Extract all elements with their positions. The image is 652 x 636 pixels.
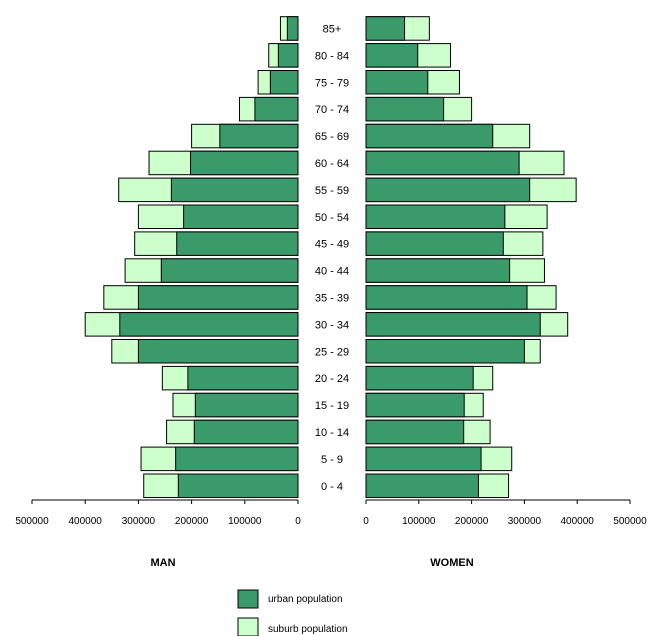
man-x-tick-label: 100000 — [228, 516, 262, 527]
age-label-70-74: 70 - 74 — [315, 104, 349, 116]
man-urban-bar-70-74 — [254, 96, 299, 122]
women-urban-bar-70-74 — [365, 96, 445, 122]
age-label-50-54: 50 - 54 — [315, 212, 349, 224]
man-urban-bar-10-14 — [193, 419, 299, 445]
man-urban-bar-20-24 — [187, 365, 299, 391]
age-label-75-79: 75 - 79 — [315, 77, 349, 89]
man-urban-bar-40-44 — [160, 258, 299, 283]
women-urban-bar-5-9 — [365, 446, 482, 472]
man-urban-bar-75-79 — [269, 70, 299, 95]
women-x-tick-label: 200000 — [455, 516, 489, 527]
women-urban-bar-25-29 — [365, 339, 525, 364]
man-urban-bar-45-49 — [176, 231, 299, 256]
legend-label-suburb: suburb population — [268, 624, 348, 635]
men-panel-title: MAN — [150, 557, 175, 569]
women-urban-bar-30-34 — [365, 312, 541, 337]
women-x-tick-label: 100000 — [402, 516, 436, 527]
women-x-tick-label: 0 — [363, 516, 369, 527]
women-urban-bar-55-59 — [365, 177, 531, 203]
age-label-0-4: 0 - 4 — [321, 481, 343, 493]
women-x-tick-label: 500000 — [613, 516, 647, 527]
age-label-55-59: 55 - 59 — [315, 185, 349, 197]
women-urban-bar-35-39 — [365, 285, 528, 310]
age-label-15-19: 15 - 19 — [315, 400, 349, 412]
women-urban-bar-50-54 — [365, 204, 506, 229]
age-label-30-34: 30 - 34 — [315, 319, 349, 331]
age-label-85: 85+ — [323, 23, 342, 35]
man-urban-bar-0-4 — [177, 473, 299, 498]
women-urban-bar-10-14 — [365, 419, 465, 445]
man-urban-bar-25-29 — [137, 339, 299, 364]
women-panel: 0 100000 200000 300000 400000 500000 — [363, 16, 647, 527]
age-label-60-64: 60 - 64 — [315, 158, 349, 170]
legend-label-urban: urban population — [268, 594, 343, 605]
age-group-labels: 0 - 4 5 - 9 10 - 14 15 - 19 20 - 24 25 - 29 30… — [315, 23, 349, 492]
man-urban-bar-55-59 — [170, 177, 299, 203]
women-panel-title: WOMEN — [430, 557, 473, 569]
women-urban-bar-45-49 — [365, 231, 504, 256]
women-urban-bar-65-69 — [365, 123, 494, 149]
age-label-80-84: 80 - 84 — [315, 50, 349, 62]
age-label-10-14: 10 - 14 — [315, 427, 349, 439]
man-urban-bar-5-9 — [175, 446, 299, 472]
age-label-20-24: 20 - 24 — [315, 373, 349, 385]
man-urban-bar-30-34 — [119, 312, 299, 337]
women-urban-bar-40-44 — [365, 258, 511, 283]
man-urban-bar-65-69 — [219, 123, 299, 149]
man-x-tick-label: 500000 — [15, 516, 49, 527]
legend-swatch-suburb — [237, 617, 259, 636]
age-label-40-44: 40 - 44 — [315, 266, 349, 278]
legend: urban population suburb population — [237, 589, 348, 636]
women-urban-bar-15-19 — [365, 392, 465, 418]
man-urban-bar-60-64 — [190, 150, 299, 176]
women-urban-bar-75-79 — [365, 70, 429, 95]
women-urban-bar-80-84 — [365, 43, 419, 68]
man-x-tick-label: 300000 — [122, 516, 156, 527]
man-x-tick-label: 200000 — [175, 516, 209, 527]
man-x-tick-label: 0 — [295, 516, 301, 527]
age-label-5-9: 5 - 9 — [321, 454, 343, 466]
women-x-tick-label: 400000 — [561, 516, 595, 527]
age-label-25-29: 25 - 29 — [315, 346, 349, 358]
women-urban-bar-85 — [365, 16, 406, 41]
age-label-35-39: 35 - 39 — [315, 292, 349, 304]
women-urban-bar-0-4 — [365, 473, 479, 498]
man-urban-bar-85 — [286, 16, 299, 41]
legend-swatch-urban — [237, 589, 259, 609]
age-label-65-69: 65 - 69 — [315, 131, 349, 143]
women-urban-bar-20-24 — [365, 365, 474, 391]
man-urban-bar-80-84 — [277, 43, 299, 68]
men-panel: 500000 400000 300000 200000 100000 0 — [15, 16, 301, 527]
man-urban-bar-15-19 — [194, 392, 299, 418]
man-urban-bar-35-39 — [137, 285, 299, 310]
age-label-45-49: 45 - 49 — [315, 239, 349, 251]
women-x-tick-label: 300000 — [508, 516, 542, 527]
man-urban-bar-50-54 — [183, 204, 299, 229]
women-urban-bar-60-64 — [365, 150, 520, 176]
man-x-tick-label: 400000 — [69, 516, 103, 527]
